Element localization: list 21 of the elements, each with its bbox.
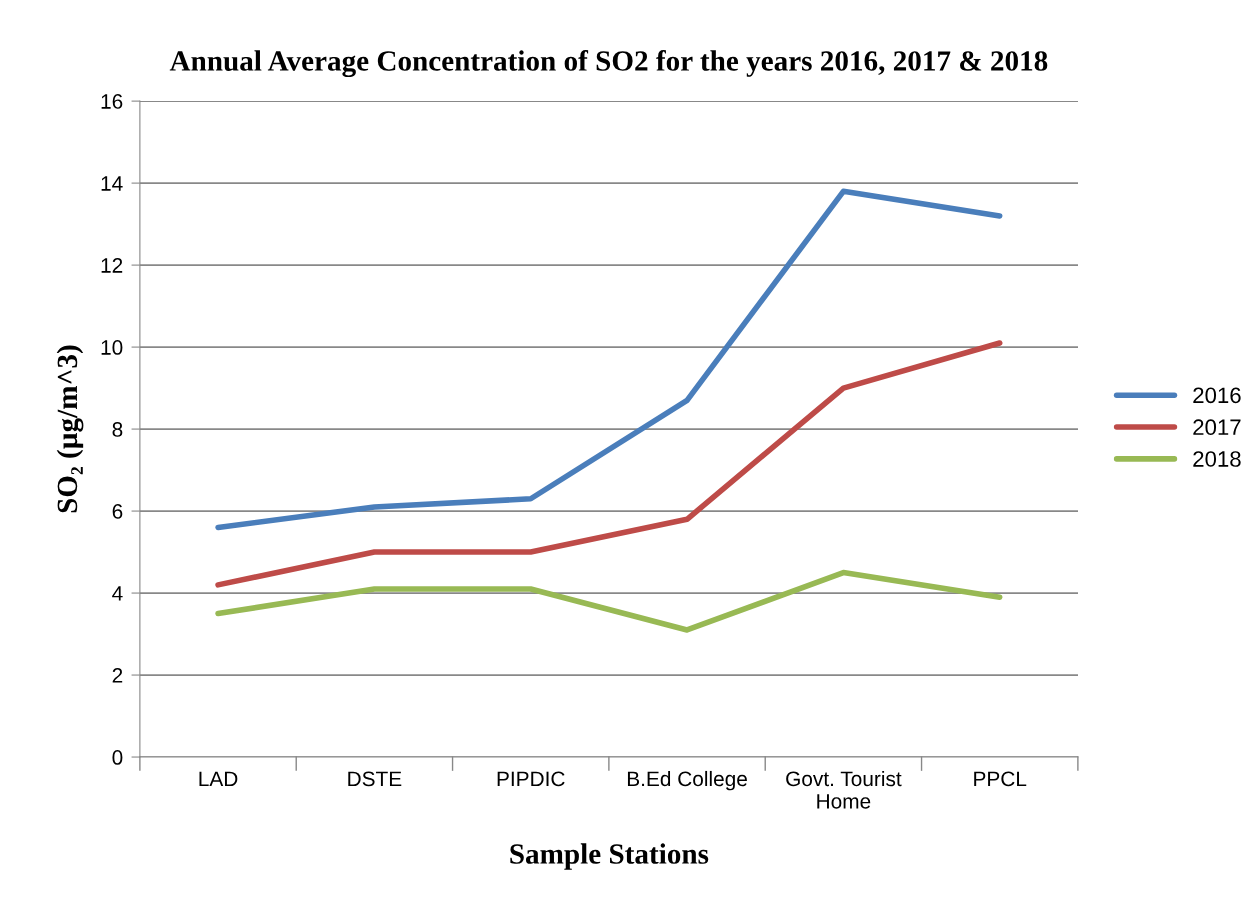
x-tick-label: Govt. Tourist Home xyxy=(786,770,902,809)
legend-label: 2016 xyxy=(1193,387,1241,404)
y-axis-title: SO₂ (µg/m^3) xyxy=(56,345,84,513)
y-tick-label: 0 xyxy=(112,750,123,765)
y-tick-label: 14 xyxy=(101,176,123,191)
y-tick-label: 6 xyxy=(112,504,123,519)
x-tick-label: PPCL xyxy=(974,771,1027,787)
y-tick-label: 4 xyxy=(112,586,123,601)
x-axis-title: Sample Stations xyxy=(510,843,709,870)
y-tick-label: 16 xyxy=(101,94,123,109)
y-tick-label: 10 xyxy=(101,340,123,355)
y-tick-label: 2 xyxy=(112,668,123,683)
x-tick-label: B.Ed College xyxy=(627,770,747,791)
y-tick-label: 12 xyxy=(101,258,123,273)
x-tick-label: DSTE xyxy=(348,771,402,787)
legend-label: 2017 xyxy=(1193,419,1241,436)
chart-title: Annual Average Concentration of SO2 for the years 2016, 2017 & 2018 xyxy=(169,50,1048,77)
y-tick-label: 8 xyxy=(112,422,123,437)
x-tick-label: PIPDIC xyxy=(497,771,565,787)
x-tick-label: LAD xyxy=(199,771,238,787)
legend-label: 2018 xyxy=(1193,451,1241,467)
